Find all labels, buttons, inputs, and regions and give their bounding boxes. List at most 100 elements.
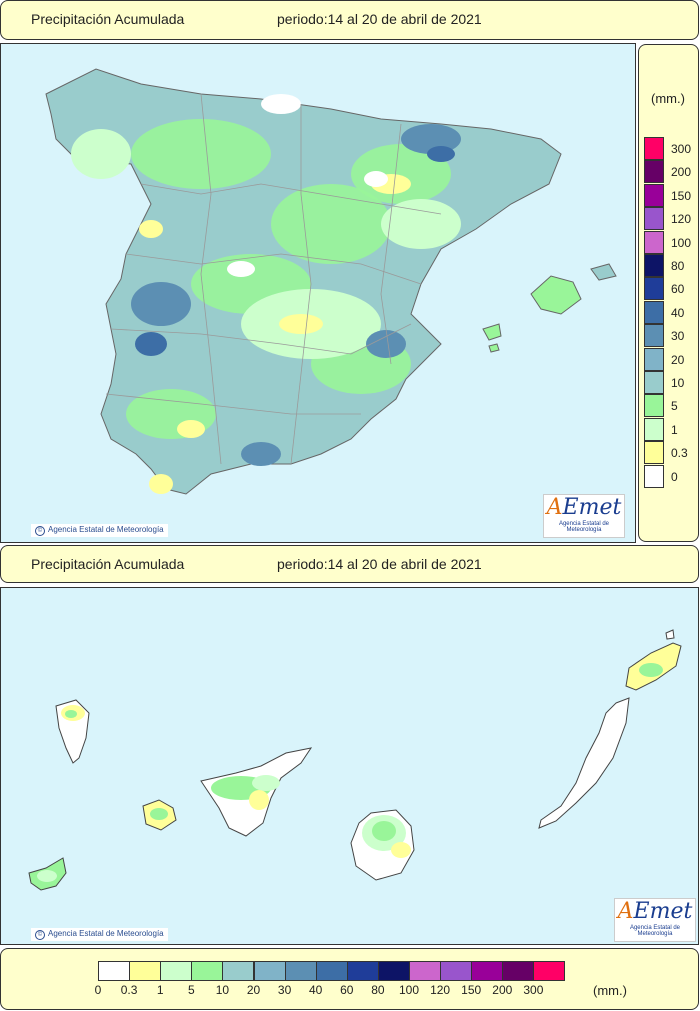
copyright-note: © Agencia Estatal de Meteorología — [31, 524, 168, 537]
legend-swatch — [644, 254, 664, 277]
rain-zone-40mm — [366, 330, 406, 358]
legend-label: 5 — [671, 399, 678, 414]
legend-unit: (mm.) — [593, 983, 627, 998]
rain-zone-40mm — [401, 124, 461, 154]
top-header: Precipitación Acumulada periodo:14 al 20… — [0, 0, 699, 40]
vertical-legend: (mm.) 300 200 150 120 100 80 60 40 30 20 10 5 1 0.3 0 — [638, 44, 699, 542]
peninsula-map: © Agencia Estatal de Meteorología AEmet A… — [0, 43, 636, 543]
legend-label: 150 — [671, 188, 692, 203]
legend-label: 100 — [671, 235, 692, 250]
legend-label: 300 — [523, 983, 544, 997]
rain-zone-0mm — [364, 171, 388, 187]
legend-label: 5 — [187, 983, 195, 997]
la-graciosa — [665, 629, 675, 640]
legend-swatch — [644, 183, 664, 207]
period-label: periodo:14 al 20 de abril de 2021 — [277, 556, 482, 572]
legend-label: 30 — [671, 329, 685, 344]
legend-label: 0.3 — [671, 446, 688, 461]
legend-swatch — [644, 441, 664, 465]
legend-swatch — [222, 961, 255, 981]
legend-swatch — [644, 371, 664, 394]
ibiza — [482, 323, 502, 341]
rain-zone-5mm — [271, 184, 391, 264]
horizontal-legend: 0 0.3 1 5 10 20 30 40 60 80 100 120 150 200 300 (mm.) — [0, 948, 699, 1010]
legend-label: 80 — [671, 259, 685, 273]
legend-swatch — [191, 961, 224, 981]
legend-swatch — [315, 961, 348, 981]
legend-swatch — [644, 207, 664, 231]
legend-label: 0 — [94, 983, 102, 997]
legend-swatch — [644, 394, 664, 418]
map-title: Precipitación Acumulada — [31, 11, 185, 27]
legend-swatch — [471, 961, 504, 981]
legend-label: 1 — [156, 983, 164, 997]
legend-label: 0.3 — [120, 983, 138, 997]
map-title: Precipitación Acumulada — [31, 556, 185, 572]
peninsula-map-graphic — [45, 68, 617, 495]
legend-swatch — [346, 961, 379, 981]
legend-label: 300 — [671, 142, 692, 156]
fuerteventura — [538, 697, 630, 829]
aemet-logo: AEmet Agencia Estatal de Meteorología — [614, 898, 696, 942]
rain-zone-40mm — [427, 146, 455, 162]
legend-label: 40 — [671, 305, 685, 320]
legend-label: 150 — [461, 983, 482, 997]
copyright-icon: © — [35, 930, 45, 940]
legend-label: 100 — [398, 983, 420, 997]
province-borders — [105, 93, 442, 465]
legend-swatch — [129, 961, 162, 981]
rain-zone-40mm — [241, 442, 281, 466]
legend-swatch — [644, 277, 664, 301]
legend-swatch — [644, 160, 664, 184]
menorca — [590, 263, 617, 281]
legend-swatch — [284, 961, 317, 981]
legend-swatch — [160, 961, 193, 981]
legend-label: 60 — [671, 282, 685, 297]
legend-swatch — [644, 417, 664, 441]
legend-label: 20 — [246, 983, 261, 997]
canary-map: © Agencia Estatal de Meteorología AEmet A… — [0, 587, 699, 945]
legend-label: 120 — [671, 212, 692, 227]
canary-map-graphic — [28, 629, 682, 891]
legend-swatch — [533, 961, 566, 981]
legend-swatch — [409, 961, 441, 981]
legend-swatch — [502, 961, 535, 981]
rain-zone-0mm — [227, 261, 255, 277]
legend-label: 200 — [492, 983, 513, 997]
rain-zone-1mm — [71, 129, 131, 179]
rain-zone-0.3mm — [177, 420, 205, 438]
rain-zone-0.3mm — [139, 220, 163, 238]
legend-label: 120 — [430, 983, 451, 997]
legend-swatch — [644, 230, 664, 254]
legend-swatch — [253, 961, 286, 981]
rain-zone-30mm — [131, 282, 191, 326]
legend-swatch — [644, 347, 664, 371]
legend-label: 40 — [309, 983, 323, 997]
legend-label: 10 — [215, 983, 230, 997]
copyright-icon: © — [35, 526, 45, 536]
legend-label: 60 — [340, 983, 354, 997]
legend-swatch — [644, 300, 664, 324]
rain-zone-0.3mm — [149, 474, 173, 494]
rain-zone-40mm — [135, 332, 167, 356]
legend-label: 0 — [671, 469, 678, 484]
canary-header: Precipitación Acumulada periodo:14 al 20… — [0, 545, 699, 583]
legend-swatch — [644, 464, 664, 488]
legend-swatch — [644, 137, 664, 160]
legend-label: 20 — [671, 352, 685, 367]
legend-label: 200 — [671, 165, 692, 180]
copyright-note: © Agencia Estatal de Meteorología — [31, 928, 168, 941]
legend-label: 10 — [671, 376, 685, 390]
legend-swatch — [377, 961, 410, 981]
aemet-logo: AEmet Agencia Estatal de Meteorología — [543, 494, 625, 538]
legend-label: 80 — [371, 983, 385, 997]
formentera — [488, 343, 500, 353]
rain-zone-5mm — [131, 119, 271, 189]
legend-label: 1 — [671, 422, 678, 437]
rain-zone-0mm — [261, 94, 301, 114]
legend-swatch — [644, 324, 664, 348]
rain-zone-0.3mm — [279, 314, 323, 334]
period-label: periodo:14 al 20 de abril de 2021 — [277, 11, 482, 27]
legend-swatch — [98, 961, 130, 981]
legend-unit: (mm.) — [651, 91, 685, 106]
